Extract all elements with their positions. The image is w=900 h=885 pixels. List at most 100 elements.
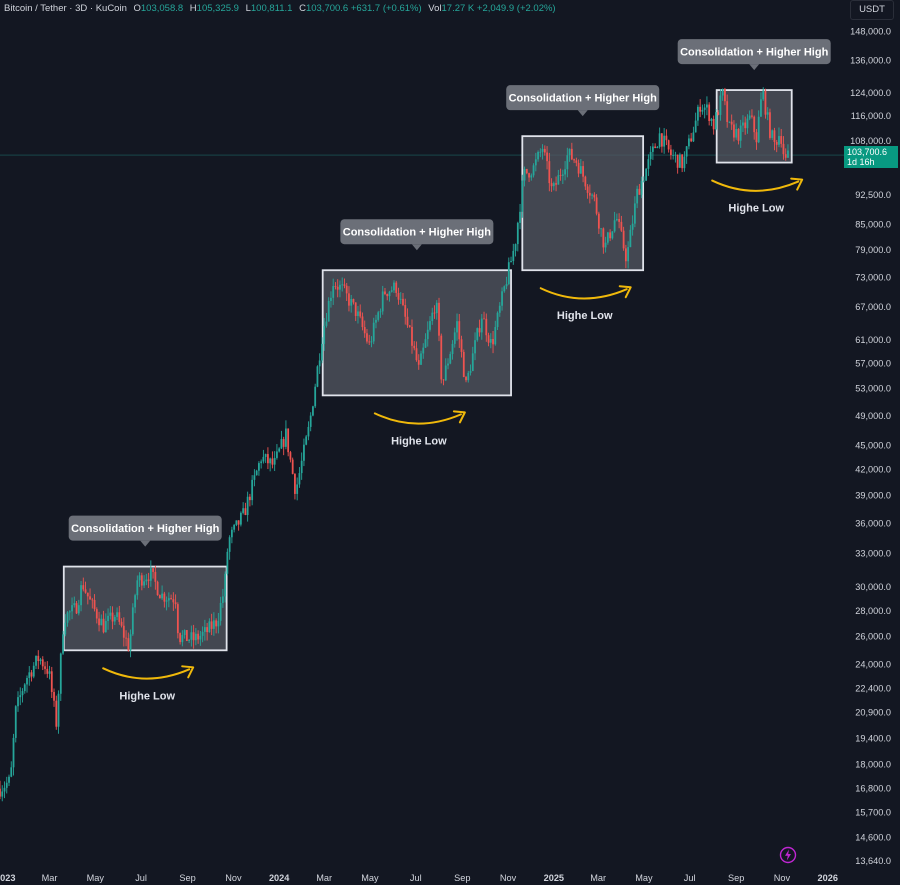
candle bbox=[113, 614, 116, 625]
candle-body bbox=[127, 638, 130, 651]
x-tick-label: Mar bbox=[590, 873, 606, 883]
candle bbox=[172, 592, 175, 611]
callout-pointer bbox=[577, 110, 588, 117]
candle-body bbox=[602, 228, 605, 248]
candle-body bbox=[237, 520, 240, 525]
candle bbox=[140, 572, 143, 591]
symbol-header: Bitcoin / Tether · 3D · KuCoin O103,058.… bbox=[4, 2, 556, 16]
candle-body bbox=[624, 248, 627, 262]
candle-body bbox=[98, 618, 100, 626]
candle bbox=[706, 96, 708, 116]
candle bbox=[345, 282, 348, 301]
candle bbox=[467, 370, 470, 383]
candle-body bbox=[521, 180, 524, 212]
candle bbox=[757, 110, 760, 144]
candle bbox=[471, 346, 474, 372]
candle bbox=[32, 662, 35, 679]
candle bbox=[95, 607, 98, 624]
candle bbox=[642, 176, 645, 183]
candle-body bbox=[685, 146, 688, 157]
candle bbox=[494, 320, 497, 346]
candle bbox=[447, 358, 449, 370]
candle bbox=[183, 629, 186, 639]
candle-body bbox=[343, 284, 346, 286]
candle bbox=[667, 139, 670, 153]
candle bbox=[66, 611, 69, 627]
candle-body bbox=[212, 620, 215, 629]
candle bbox=[80, 580, 82, 612]
candle bbox=[557, 169, 560, 185]
candle-body bbox=[330, 297, 332, 301]
volume-label: Vol bbox=[428, 3, 442, 14]
y-tick-label: 57,000.0 bbox=[855, 358, 891, 368]
candle bbox=[215, 618, 218, 634]
candle-body bbox=[341, 284, 344, 286]
callout-pointer bbox=[140, 540, 151, 547]
currency-unit-button[interactable]: USDT bbox=[850, 0, 894, 20]
candle bbox=[611, 231, 614, 240]
candle bbox=[111, 606, 114, 630]
candle-body bbox=[570, 148, 573, 160]
candle bbox=[199, 630, 202, 646]
candle-body bbox=[636, 188, 639, 204]
candle-body bbox=[516, 222, 519, 245]
candle-body bbox=[397, 292, 400, 300]
x-tick-label: 2024 bbox=[269, 873, 290, 883]
candle-body bbox=[91, 599, 94, 601]
candle bbox=[154, 565, 157, 590]
candle-body bbox=[690, 138, 693, 142]
candle-body bbox=[449, 354, 452, 364]
candle-body bbox=[660, 133, 663, 147]
candle-body bbox=[289, 452, 292, 460]
tradingview-bolt-icon[interactable] bbox=[779, 846, 797, 864]
candle bbox=[309, 412, 312, 432]
symbol-title[interactable]: Bitcoin / Tether · 3D · KuCoin bbox=[4, 3, 127, 14]
candle bbox=[28, 666, 31, 686]
y-tick-label: 15,700.0 bbox=[855, 807, 891, 817]
candle-body bbox=[248, 496, 251, 501]
candle-body bbox=[325, 321, 328, 326]
candle bbox=[390, 286, 393, 293]
candle-body bbox=[505, 284, 508, 287]
candle bbox=[170, 594, 173, 600]
x-tick-label: May bbox=[361, 873, 379, 883]
candle-body bbox=[762, 90, 765, 100]
y-tick-label: 108,000.0 bbox=[850, 136, 891, 146]
candle-body bbox=[82, 585, 85, 590]
candle-body bbox=[122, 625, 125, 638]
candle-body bbox=[541, 148, 544, 152]
candle bbox=[577, 159, 580, 178]
candle-body bbox=[348, 293, 350, 306]
candle bbox=[251, 475, 254, 506]
candle-body bbox=[226, 551, 229, 574]
candle-body bbox=[352, 299, 355, 303]
candle bbox=[210, 613, 213, 636]
candle bbox=[39, 657, 42, 665]
candle bbox=[483, 311, 485, 320]
candle bbox=[397, 287, 400, 305]
candle bbox=[487, 332, 490, 347]
candle-body bbox=[476, 328, 479, 341]
candle bbox=[224, 571, 227, 603]
candle bbox=[561, 169, 564, 184]
candle bbox=[359, 304, 362, 319]
candle bbox=[413, 341, 416, 351]
candle bbox=[71, 597, 73, 620]
candle bbox=[107, 608, 109, 630]
candle-body bbox=[697, 106, 699, 121]
candle bbox=[645, 167, 648, 181]
candle-body bbox=[379, 311, 382, 313]
candle bbox=[267, 447, 269, 470]
candle-body bbox=[17, 697, 19, 707]
candle-body bbox=[300, 460, 303, 474]
candle-body bbox=[728, 121, 731, 123]
candle bbox=[289, 450, 292, 463]
candle-body bbox=[194, 633, 197, 641]
candle bbox=[746, 114, 749, 134]
candle-body bbox=[591, 194, 594, 196]
candle-body bbox=[100, 618, 103, 626]
candle-body bbox=[440, 335, 443, 380]
candle bbox=[422, 343, 425, 359]
candle bbox=[219, 596, 222, 626]
